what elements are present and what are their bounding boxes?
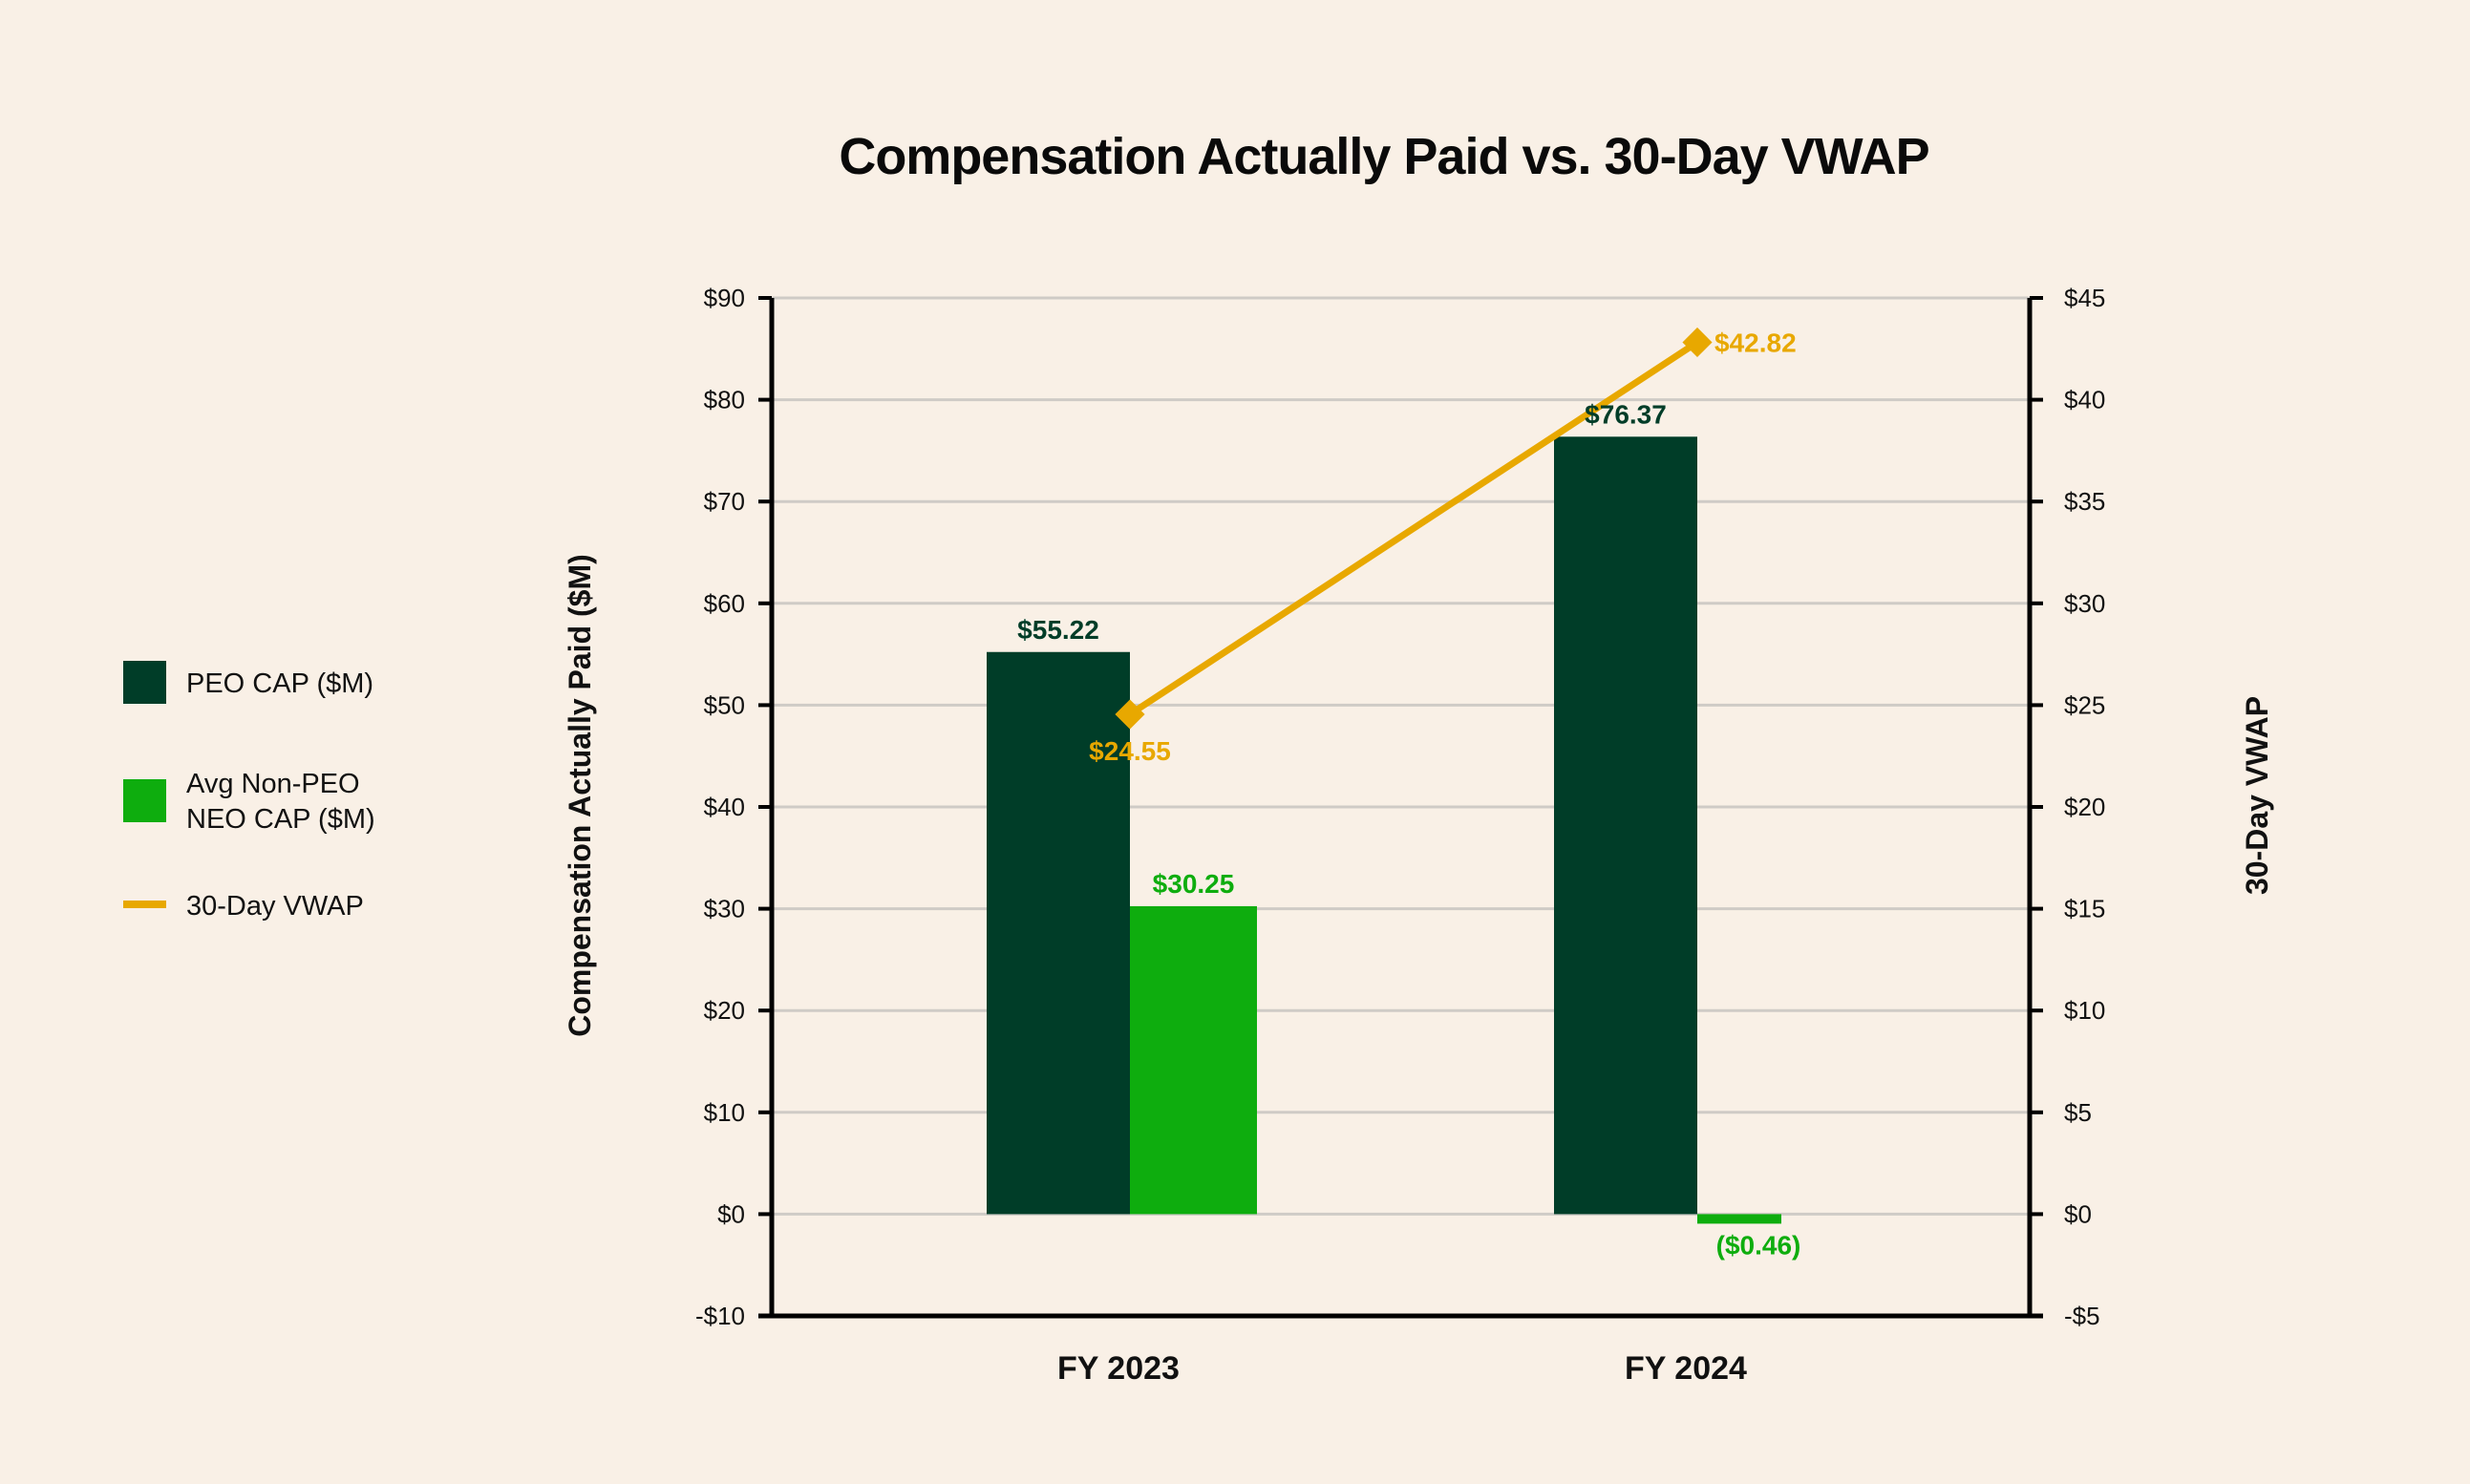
data-label-peo: $76.37 bbox=[1585, 399, 1667, 429]
y-tick-label: $0 bbox=[717, 1199, 745, 1228]
data-label-neo: $30.25 bbox=[1153, 869, 1235, 899]
y-tick-label: $90 bbox=[704, 284, 745, 312]
y-tick-label: $10 bbox=[704, 1098, 745, 1127]
legend-swatch-vwap bbox=[123, 901, 166, 908]
data-label-vwap: $24.55 bbox=[1089, 736, 1171, 766]
y2-tick-label: $25 bbox=[2064, 690, 2105, 719]
axes: -$10 -$5 $0 $0 $10 $5 $20 $10 $30 $15 $40 $20 $50 $25… bbox=[695, 284, 2105, 1387]
y-tick-label: $30 bbox=[704, 895, 745, 923]
x-tick-label: FY 2023 bbox=[1057, 1350, 1180, 1387]
y2-axis-title: 30-Day VWAP bbox=[2240, 696, 2274, 895]
bar-peo-cap bbox=[1554, 436, 1697, 1215]
legend-swatch-peo bbox=[123, 661, 166, 704]
gridlines bbox=[772, 296, 2030, 1216]
y2-tick-label: $15 bbox=[2064, 895, 2105, 923]
data-label-peo: $55.22 bbox=[1017, 615, 1099, 645]
y-tick-label: -$10 bbox=[695, 1302, 745, 1330]
y2-tick-label: $35 bbox=[2064, 487, 2105, 516]
bar-neo-cap bbox=[1697, 1214, 1781, 1224]
legend-swatch-neo bbox=[123, 779, 166, 822]
y2-tick-label: $40 bbox=[2064, 386, 2105, 414]
data-labels: $55.22 $30.25 $76.37 ($0.46) $24.55 $42.82 bbox=[1017, 328, 1800, 1260]
y-tick-label: $50 bbox=[704, 690, 745, 719]
y-axis-title: Compensation Actually Paid ($M) bbox=[563, 554, 597, 1037]
bar-peo-cap bbox=[987, 651, 1130, 1215]
chart-title: Compensation Actually Paid vs. 30-Day VW… bbox=[839, 128, 1928, 185]
x-tick-label: FY 2024 bbox=[1625, 1350, 1747, 1387]
legend-label-neo-line1: Avg Non-PEO bbox=[186, 769, 360, 799]
y2-tick-label: $45 bbox=[2064, 284, 2105, 312]
y-tick-label: $20 bbox=[704, 996, 745, 1025]
data-label-neo: ($0.46) bbox=[1716, 1230, 1801, 1260]
y-tick-label: $60 bbox=[704, 589, 745, 618]
bar-neo-cap bbox=[1130, 905, 1257, 1215]
y-tick-label: $40 bbox=[704, 793, 745, 821]
vwap-marker bbox=[1682, 327, 1713, 358]
y2-tick-label: $30 bbox=[2064, 589, 2105, 618]
legend-label-neo-line2: NEO CAP ($M) bbox=[186, 804, 375, 835]
data-label-vwap: $42.82 bbox=[1714, 328, 1797, 357]
y2-tick-label: $5 bbox=[2064, 1098, 2092, 1127]
y2-tick-label: $20 bbox=[2064, 793, 2105, 821]
legend-label-vwap: 30-Day VWAP bbox=[186, 891, 364, 922]
y2-tick-label: -$5 bbox=[2064, 1302, 2100, 1330]
y2-tick-label: $0 bbox=[2064, 1199, 2092, 1228]
legend: PEO CAP ($M) Avg Non-PEO NEO CAP ($M) 30… bbox=[123, 661, 375, 922]
y2-tick-label: $10 bbox=[2064, 996, 2105, 1025]
y-tick-label: $70 bbox=[704, 487, 745, 516]
vwap-line-path bbox=[1128, 339, 1699, 717]
legend-label-peo: PEO CAP ($M) bbox=[186, 668, 373, 699]
y-tick-label: $80 bbox=[704, 386, 745, 414]
bars bbox=[987, 436, 1781, 1224]
